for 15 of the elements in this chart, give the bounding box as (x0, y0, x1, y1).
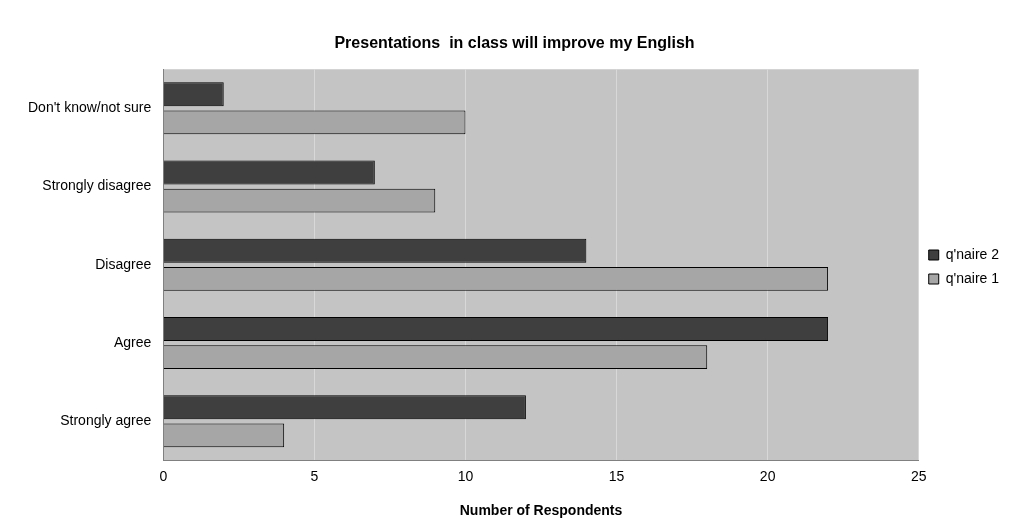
legend-label: q'naire 2 (945, 245, 1000, 262)
x-tick-label: 15 (608, 467, 625, 484)
x-tick-label: 0 (159, 467, 168, 484)
x-tick-label: 5 (310, 467, 319, 484)
chart-title: Presentations in class will improve my English (334, 34, 695, 52)
y-tick-label: Agree (113, 333, 152, 350)
y-tick-label: Strongly agree (60, 412, 152, 429)
x-tick-label: 10 (457, 467, 474, 484)
x-axis-title: Number of Respondents (459, 502, 623, 519)
y-tick-label: Strongly disagree (42, 177, 152, 194)
y-tick-label: Don't know/not sure (28, 99, 152, 116)
x-tick-label: 25 (910, 467, 927, 484)
x-tick-label: 20 (759, 467, 776, 484)
legend-label: q'naire 1 (945, 269, 1000, 286)
y-tick-label: Disagree (95, 255, 152, 272)
